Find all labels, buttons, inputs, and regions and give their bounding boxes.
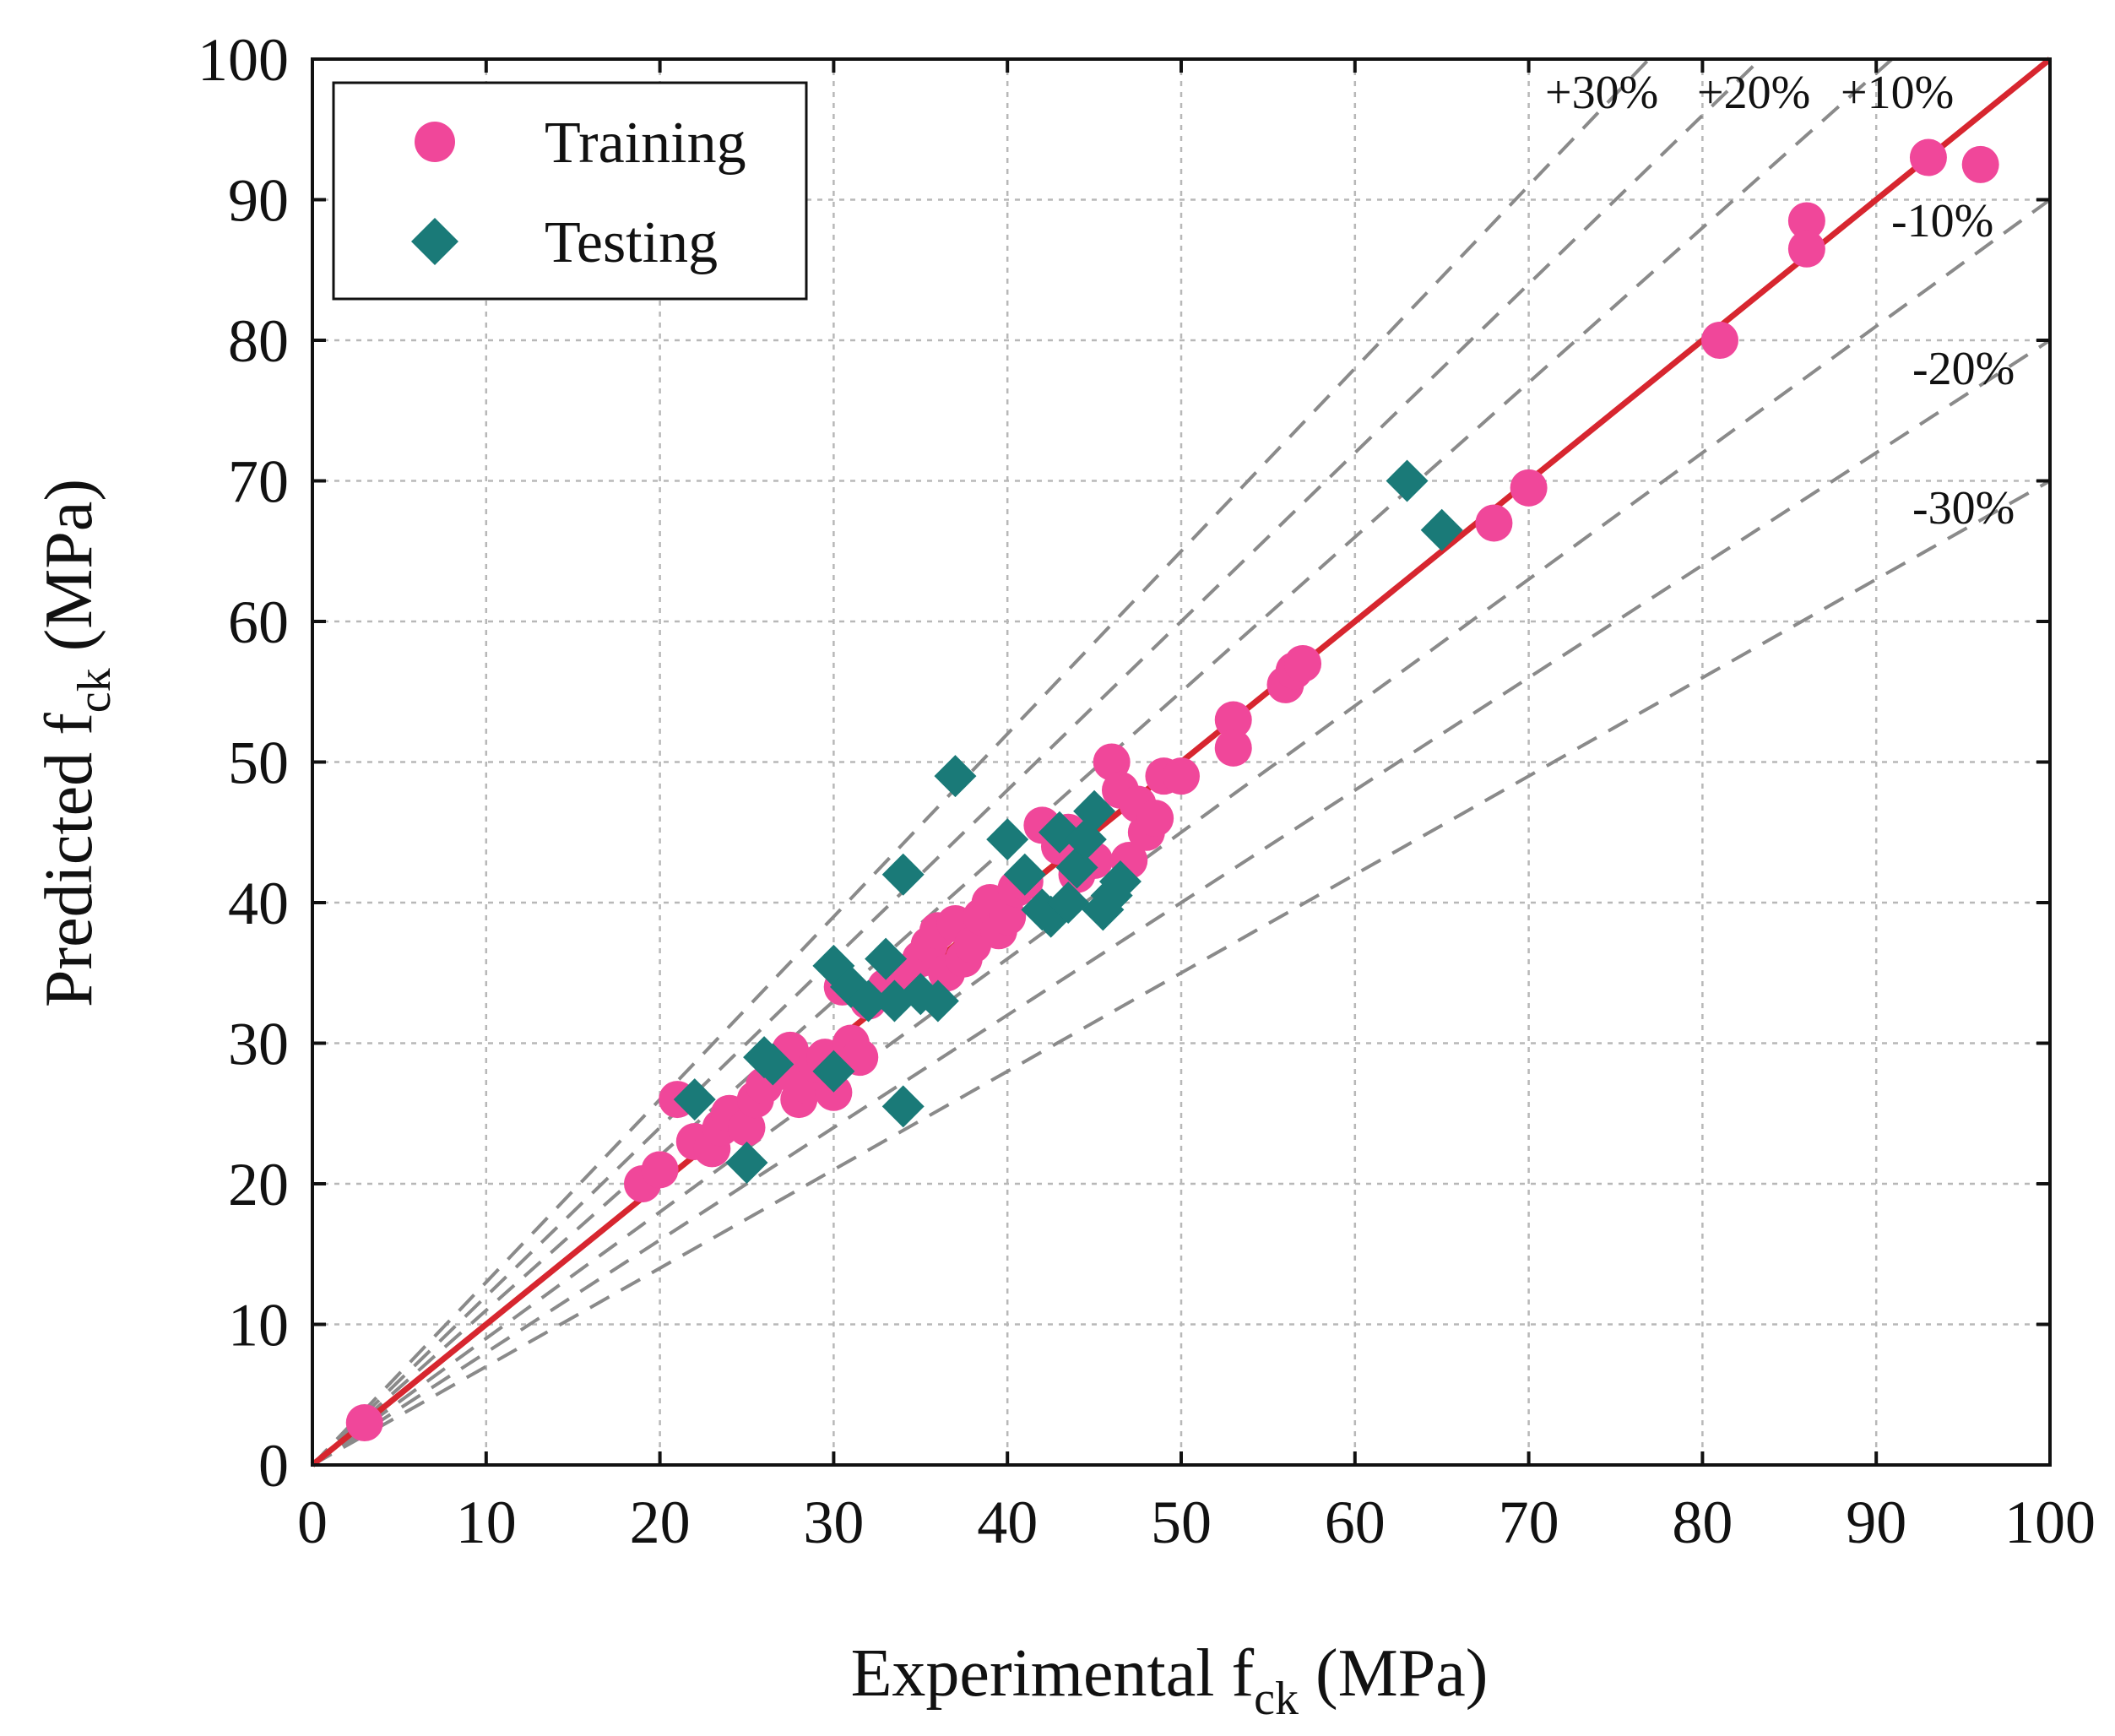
x-tick-label-100: 100 [2004, 1489, 2096, 1556]
testing-point [865, 937, 908, 980]
training-point [1700, 322, 1738, 359]
legend-box [332, 81, 808, 301]
y-tick-label-20: 20 [228, 1151, 289, 1218]
y-tick-label-80: 80 [228, 307, 289, 375]
axis-ticks [311, 57, 2052, 1467]
training-point [1136, 800, 1174, 838]
testing-point [1420, 508, 1463, 551]
legend-training-label: Training [545, 111, 746, 176]
training-point [728, 1109, 766, 1147]
testing-point [934, 755, 977, 798]
testing-point [1073, 789, 1116, 833]
x-tick-label-30: 30 [803, 1489, 864, 1556]
x-tick-label-40: 40 [977, 1489, 1038, 1556]
testing-point [1003, 853, 1046, 896]
band-label-minus-30: -30% [1912, 482, 2015, 534]
x-tick-label-70: 70 [1499, 1489, 1559, 1556]
training-point [1214, 701, 1252, 739]
y-tick-label-60: 60 [228, 589, 289, 656]
band-label-minus-10: -10% [1891, 195, 1993, 247]
x-tick-label-80: 80 [1672, 1489, 1733, 1556]
x-axis-title: Experimental fck (MPa) [851, 1636, 1489, 1725]
y-tick-label-30: 30 [228, 1011, 289, 1078]
testing-point [725, 1142, 768, 1185]
band-line--10% [311, 198, 2052, 1467]
band-label-minus-20: -20% [1912, 343, 2015, 395]
training-point [1214, 729, 1252, 767]
training-point [1787, 230, 1825, 268]
training-points [345, 138, 1999, 1442]
training-point [841, 1039, 879, 1077]
testing-point [1386, 459, 1429, 502]
training-point [1510, 469, 1548, 507]
testing-points [673, 459, 1463, 1185]
y-tick-label-0: 0 [258, 1432, 289, 1500]
training-point [1284, 644, 1322, 682]
training-point [1163, 757, 1200, 795]
training-point [1787, 202, 1825, 240]
testing-point [881, 1085, 925, 1128]
x-tick-label-10: 10 [456, 1489, 517, 1556]
band-label-plus-30: +30% [1545, 67, 1658, 119]
training-point [1909, 138, 1947, 176]
training-point [1961, 145, 1999, 183]
band-label-plus-10: +10% [1841, 67, 1954, 119]
y-tick-label-40: 40 [228, 870, 289, 937]
y-axis-title: Predicted fck(MPa) [32, 479, 121, 1007]
legend-training-marker [415, 122, 455, 162]
legend: Training Testing [332, 81, 808, 301]
band-line-+20% [311, 57, 1762, 1467]
testing-point [881, 853, 925, 896]
testing-point [812, 1050, 855, 1093]
training-point [1475, 504, 1513, 542]
testing-point [916, 979, 959, 1023]
testing-point [847, 979, 890, 1023]
x-tick-label-60: 60 [1325, 1489, 1386, 1556]
error-band-lines [311, 57, 2052, 1467]
y-tick-label-10: 10 [228, 1292, 289, 1359]
x-tick-label-0: 0 [297, 1489, 328, 1556]
x-tick-label-90: 90 [1846, 1489, 1906, 1556]
x-tick-labels: 0 10 20 30 40 50 60 70 80 90 100 [297, 1489, 2096, 1556]
testing-point [986, 818, 1029, 861]
training-point [1093, 743, 1131, 781]
training-point [641, 1151, 679, 1189]
y-tick-label-70: 70 [228, 448, 289, 516]
testing-point [751, 1043, 794, 1086]
x-tick-label-50: 50 [1151, 1489, 1212, 1556]
training-point [345, 1404, 383, 1442]
band-line-+30% [311, 57, 1651, 1467]
y-tick-label-50: 50 [228, 730, 289, 797]
y-tick-label-100: 100 [198, 26, 289, 94]
y-tick-labels: 0 10 20 30 40 50 60 70 80 90 100 [198, 26, 289, 1500]
testing-point [1047, 882, 1090, 924]
band-line--20% [311, 339, 2052, 1467]
legend-testing-marker [411, 218, 458, 265]
band-line--30% [312, 479, 2051, 1467]
legend-testing-label: Testing [545, 210, 718, 275]
x-tick-label-20: 20 [630, 1489, 691, 1556]
training-point [989, 898, 1027, 936]
testing-point [1098, 860, 1142, 903]
y-tick-label-90: 90 [228, 167, 289, 235]
band-label-plus-20: +20% [1697, 67, 1810, 119]
testing-point [673, 1078, 716, 1121]
